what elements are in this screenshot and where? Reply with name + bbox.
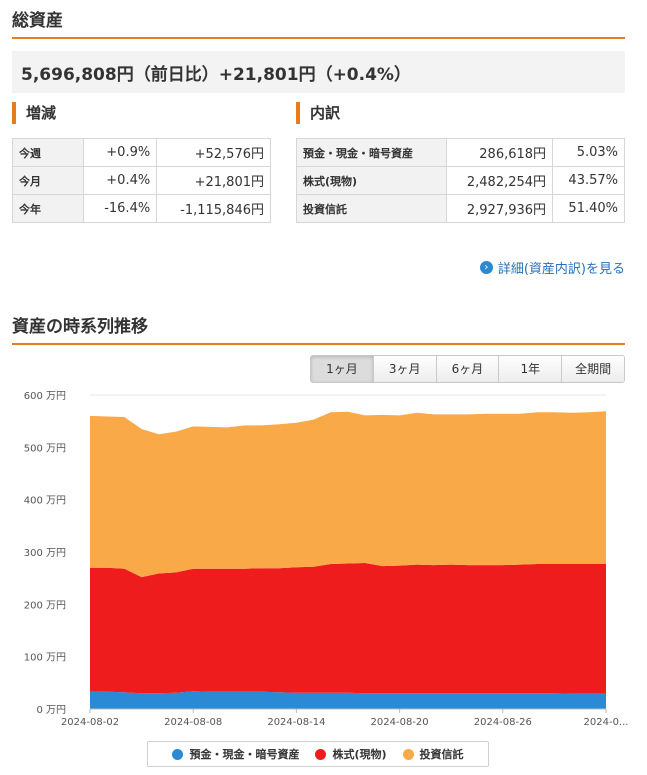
change-table: 今週 +0.9% +52,576円 今月 +0.4% +21,801円 今年 -…: [11, 138, 271, 223]
total-amount: 5,696,808円: [21, 64, 134, 85]
series-area: [90, 691, 606, 709]
row-label: 今年: [11, 194, 85, 223]
legend-swatch: [315, 748, 327, 760]
x-tick-label: 2024-08-14: [267, 717, 325, 728]
x-tick-label: 2024-08-26: [474, 717, 532, 728]
breakdown-heading: 内訳: [296, 102, 340, 124]
legend-label: 投資信託: [419, 748, 464, 761]
change-amount: +21,801円: [156, 166, 271, 195]
tab-all-time[interactable]: 全期間: [561, 356, 624, 382]
tab-1-year[interactable]: 1年: [498, 356, 562, 382]
table-row: 株式(現物) 2,482,254円 43.57%: [295, 166, 625, 195]
asset-history-chart: 0 万円 100 万円 200 万円 300 万円 400 万円 500 万円 600 万円…: [24, 391, 629, 728]
history-title: 資産の時系列推移: [12, 312, 625, 345]
tab-6-months[interactable]: 6ヶ月: [435, 356, 499, 382]
row-label: 株式(現物): [295, 166, 448, 195]
x-tick-label: 2024-08-20: [371, 717, 429, 728]
legend-label: 株式(現物): [332, 748, 387, 761]
x-tick-label: 2024-08-02: [61, 717, 119, 728]
legend-item-funds[interactable]: 投資信託: [402, 746, 464, 762]
range-tabs: 1ヶ月 3ヶ月 6ヶ月 1年 全期間: [310, 355, 625, 383]
series-area: [90, 563, 606, 694]
legend-item-deposits[interactable]: 預金・現金・暗号資産: [172, 746, 299, 762]
chart-legend: 預金・現金・暗号資産 株式(現物) 投資信託: [147, 741, 489, 767]
detail-link-label[interactable]: 詳細(資産内訳)を見る: [497, 262, 625, 277]
table-row: 今年 -16.4% -1,115,846円: [11, 194, 271, 223]
y-tick-label: 600 万円: [24, 391, 66, 402]
tab-3-months[interactable]: 3ヶ月: [372, 356, 436, 382]
row-label: 今週: [11, 138, 85, 167]
change-pct: -16.4%: [83, 194, 158, 223]
legend-swatch: [402, 748, 414, 760]
total-assets-summary: 5,696,808円 （前日比） +21,801円（+0.4%）: [12, 51, 625, 93]
x-tick-label: 2024-0...: [584, 717, 629, 728]
legend-swatch: [172, 748, 184, 760]
y-tick-label: 100 万円: [24, 653, 66, 664]
y-tick-label: 200 万円: [24, 600, 66, 611]
table-row: 今月 +0.4% +21,801円: [11, 166, 271, 195]
breakdown-pct: 5.03%: [552, 138, 625, 167]
y-tick-label: 500 万円: [24, 443, 66, 454]
legend-label: 預金・現金・暗号資産: [189, 748, 300, 761]
change-pct: +0.4%: [83, 166, 158, 195]
breakdown-amount: 2,927,936円: [446, 194, 554, 223]
breakdown-pct: 43.57%: [552, 166, 625, 195]
change-label: （前日比）: [133, 64, 219, 85]
change-heading: 増減: [12, 102, 56, 124]
row-label: 預金・現金・暗号資産: [295, 138, 448, 167]
change-value: +21,801円（+0.4%）: [218, 64, 411, 85]
y-tick-label: 0 万円: [36, 705, 66, 716]
page-title: 総資産: [12, 6, 625, 39]
legend-item-stocks[interactable]: 株式(現物): [315, 746, 387, 762]
x-tick-label: 2024-08-08: [164, 717, 222, 728]
row-label: 今月: [11, 166, 85, 195]
row-label: 投資信託: [295, 194, 448, 223]
asset-detail-link[interactable]: › 詳細(資産内訳)を見る: [479, 258, 625, 277]
change-pct: +0.9%: [83, 138, 158, 167]
series-area: [90, 411, 606, 578]
change-amount: +52,576円: [156, 138, 271, 167]
table-row: 今週 +0.9% +52,576円: [11, 138, 271, 167]
arrow-circle-right-icon: ›: [479, 261, 493, 274]
table-row: 預金・現金・暗号資産 286,618円 5.03%: [295, 138, 625, 167]
tab-1-month[interactable]: 1ヶ月: [311, 356, 373, 382]
breakdown-table: 預金・現金・暗号資産 286,618円 5.03% 株式(現物) 2,482,2…: [295, 138, 625, 223]
y-tick-label: 400 万円: [24, 496, 66, 507]
table-row: 投資信託 2,927,936円 51.40%: [295, 194, 625, 223]
y-tick-label: 300 万円: [24, 548, 66, 559]
breakdown-amount: 2,482,254円: [446, 166, 554, 195]
breakdown-amount: 286,618円: [446, 138, 554, 167]
breakdown-pct: 51.40%: [552, 194, 625, 223]
change-amount: -1,115,846円: [156, 194, 271, 223]
